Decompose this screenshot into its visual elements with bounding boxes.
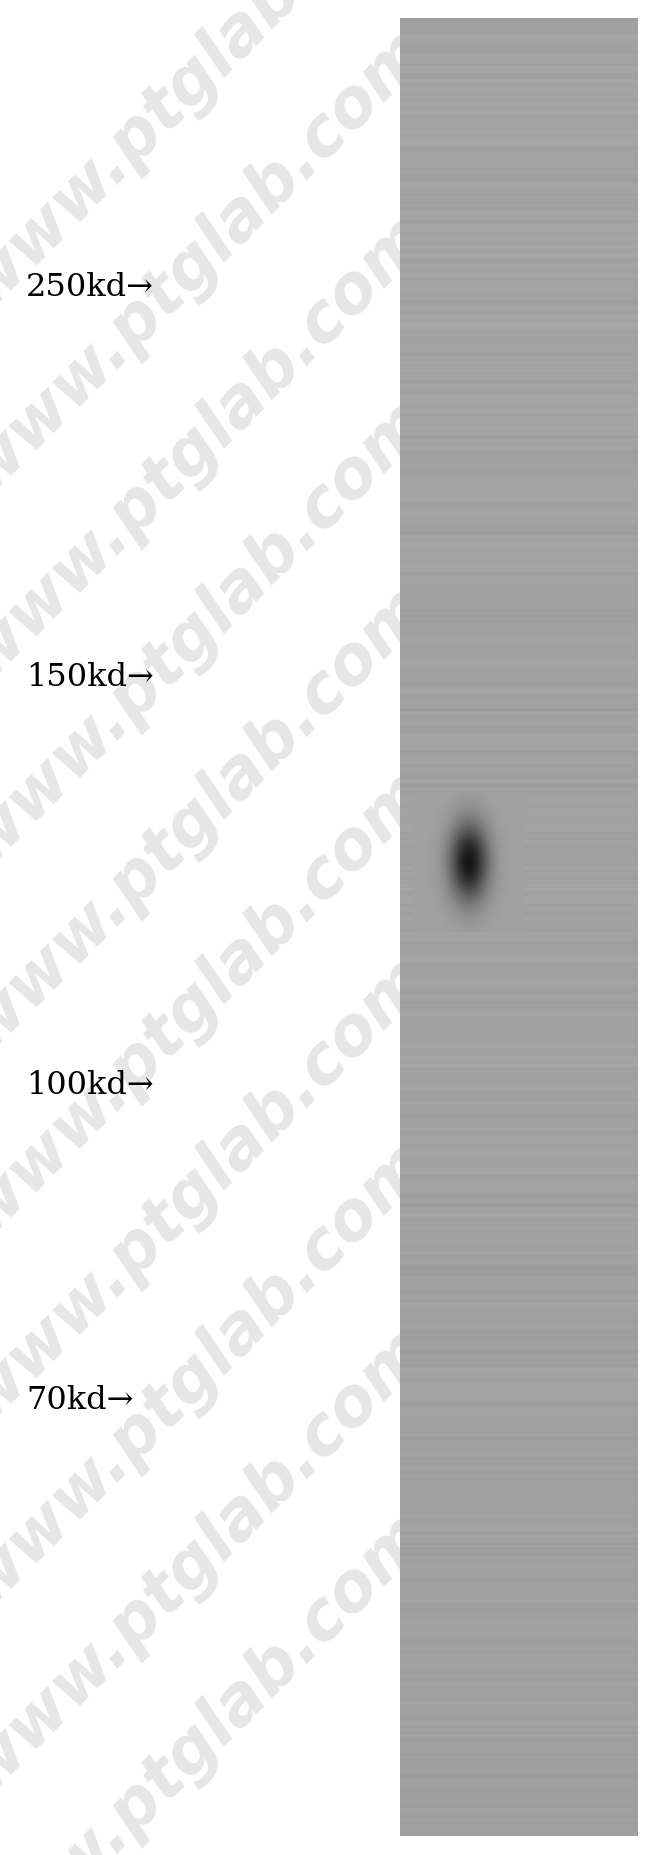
Text: www.ptglab.com: www.ptglab.com xyxy=(0,1128,441,1618)
Text: 250kd→: 250kd→ xyxy=(26,273,154,302)
Text: 150kd→: 150kd→ xyxy=(26,662,154,692)
Text: www.ptglab.com: www.ptglab.com xyxy=(0,386,441,876)
Text: www.ptglab.com: www.ptglab.com xyxy=(0,942,441,1432)
Text: 70kd→: 70kd→ xyxy=(26,1386,133,1415)
Text: www.ptglab.com: www.ptglab.com xyxy=(0,571,441,1061)
Text: www.ptglab.com: www.ptglab.com xyxy=(0,200,441,690)
Text: www.ptglab.com: www.ptglab.com xyxy=(0,15,441,505)
Text: www.ptglab.com: www.ptglab.com xyxy=(0,757,441,1247)
Text: www.ptglab.com: www.ptglab.com xyxy=(0,1499,441,1855)
Text: www.ptglab.com: www.ptglab.com xyxy=(0,0,441,319)
Text: www.ptglab.com: www.ptglab.com xyxy=(0,1313,441,1803)
Text: 100kd→: 100kd→ xyxy=(26,1070,154,1100)
